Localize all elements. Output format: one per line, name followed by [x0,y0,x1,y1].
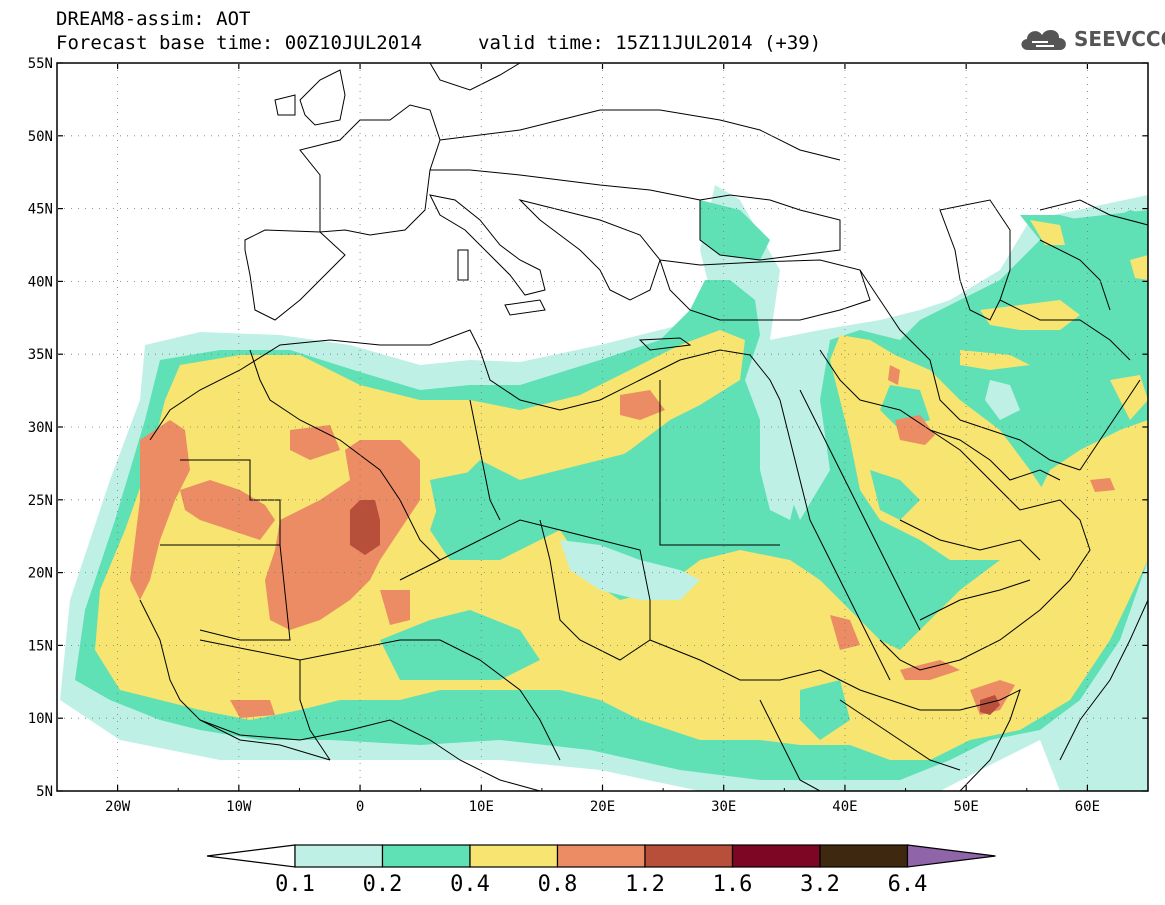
colorbar-segment [731,844,821,868]
lon-tick-label: 10E [469,799,494,815]
colorbar-arrow-low [206,844,296,868]
lon-tick-label: 20W [105,799,131,815]
lat-tick-label: 55N [28,56,53,72]
colorbar-segment [469,844,559,868]
latitude-axis: 55N 50N 45N 40N 35N 30N 25N 20N 15N 10N 5N [28,56,1148,800]
map-title: DREAM8-assim: AOT [56,8,251,30]
lon-tick-label: 0 [356,799,364,815]
lon-tick-label: 60E [1075,799,1100,815]
colorbar-segment [556,844,646,868]
lat-tick-label: 10N [28,711,53,727]
colorbar-segment [644,844,734,868]
lat-tick-label: 50N [28,129,53,145]
valid-time: valid time: 15Z11JUL2014 (+39) [478,32,822,54]
colorbar-arrow-high [906,844,996,868]
longitude-axis: 20W 10W 0 10E 20E 30E 40E 50E 60E [56,63,1149,815]
lat-tick-label: 30N [28,420,53,436]
colorbar-label: 0.8 [538,872,578,897]
colorbar-label: 1.6 [713,872,753,897]
colorbar-segment [294,844,384,868]
forecast-base-time: Forecast base time: 00Z10JUL2014 [56,32,423,54]
colorbar-label: 3.2 [800,872,840,897]
lat-tick-label: 45N [28,202,53,218]
colorbar-label: 1.2 [625,872,665,897]
seevccc-logo: SEEVCCC [1018,22,1165,56]
colorbar-label: 6.4 [888,872,928,897]
lat-tick-label: 25N [28,493,53,509]
colorbar-label: 0.2 [363,872,403,897]
colorbar-segment [381,844,471,868]
colorbar-label: 0.4 [450,872,490,897]
colorbar: 0.1 0.2 0.4 0.8 1.2 1.6 3.2 6.4 [206,844,996,897]
colorbar-segment [819,844,909,868]
lat-tick-label: 5N [36,784,53,800]
lat-tick-label: 40N [28,274,53,290]
lon-tick-label: 30E [711,799,736,815]
logo-text: SEEVCCC [1074,27,1165,51]
lat-tick-label: 20N [28,566,53,582]
colorbar-label: 0.1 [275,872,315,897]
lon-tick-label: 10W [226,799,252,815]
lat-tick-label: 35N [28,347,53,363]
lon-tick-label: 40E [832,799,857,815]
lon-tick-label: 20E [590,799,615,815]
cloud-icon [1021,29,1066,50]
lon-tick-label: 50E [954,799,979,815]
lat-tick-label: 15N [28,638,53,654]
